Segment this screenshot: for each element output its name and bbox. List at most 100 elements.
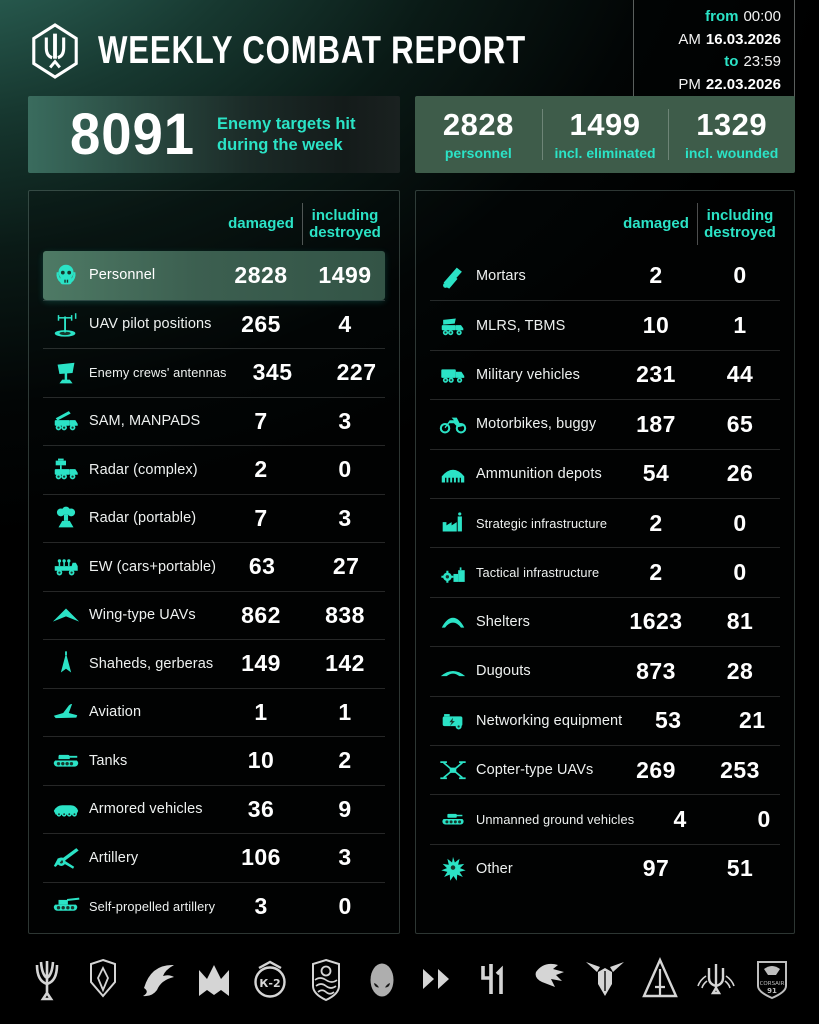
eagle-head-icon <box>526 956 572 1004</box>
page-title: WEEKLY COMBAT REPORT <box>98 29 526 72</box>
damaged-value: 265 <box>241 310 281 337</box>
row-label: Tanks <box>89 752 128 769</box>
row-label: Dugouts <box>476 663 531 680</box>
military-truck-icon <box>430 360 476 390</box>
damaged-value: 53 <box>654 707 682 734</box>
damaged-value: 2828 <box>234 261 288 288</box>
row-label: Other <box>476 860 513 877</box>
factory-icon <box>430 508 476 538</box>
table-row: Other 97 51 <box>430 843 780 893</box>
stat-value: 2828 <box>442 107 514 143</box>
table-row: MLRS, TBMS 10 1 <box>430 300 780 349</box>
ammo-depot-icon <box>430 459 476 489</box>
table-header: damaged including destroyed <box>430 197 780 251</box>
quadcopter-icon <box>430 755 476 785</box>
summary-stat: 1329 incl. wounded <box>668 96 795 173</box>
destroyed-value: 0 <box>733 559 747 586</box>
row-label: Motorbikes, buggy <box>476 416 597 433</box>
damaged-value: 4 <box>673 805 687 832</box>
svg-text:91: 91 <box>767 987 777 995</box>
stat-value: 1329 <box>696 107 768 143</box>
damaged-value: 231 <box>636 361 676 388</box>
damaged-value: 10 <box>642 312 670 339</box>
uav-ground-station-icon <box>43 309 89 339</box>
trident-badge-logo <box>28 21 82 81</box>
damaged-value: 149 <box>241 650 281 677</box>
damaged-value: 106 <box>241 844 281 871</box>
table-row: Strategic infrastructure 2 0 <box>430 497 780 547</box>
damaged-value: 10 <box>247 747 275 774</box>
table-row: Copter-type UAVs 269 253 <box>430 744 780 794</box>
damaged-value: 345 <box>252 359 293 386</box>
column-header-damaged: damaged <box>623 215 689 233</box>
destroyed-value: 44 <box>726 361 754 388</box>
row-label: Networking equipment <box>476 712 623 729</box>
shahed-drone-icon <box>43 649 89 679</box>
ugv-icon <box>430 804 476 834</box>
explosion-icon <box>430 854 476 884</box>
row-label: Radar (complex) <box>89 461 198 478</box>
destroyed-value: 81 <box>726 608 754 635</box>
table-row: Tactical infrastructure 2 0 <box>430 547 780 596</box>
table-row: Artillery 106 3 <box>43 833 385 882</box>
destroyed-value: 2 <box>338 747 352 774</box>
falcon-icon <box>136 956 182 1004</box>
wing-uav-icon <box>43 600 89 630</box>
row-label: Radar (portable) <box>89 510 197 527</box>
destroyed-value: 253 <box>720 756 760 783</box>
gear-building-icon <box>430 558 476 588</box>
destroyed-value: 21 <box>738 707 766 734</box>
table-row: Aviation 1 1 <box>43 687 385 737</box>
damaged-value: 7 <box>254 407 268 434</box>
portable-radar-icon <box>43 503 89 533</box>
destroyed-value: 27 <box>332 553 360 580</box>
column-header-destroyed: including destroyed <box>697 202 780 245</box>
row-label: SAM, MANPADS <box>89 413 201 430</box>
period-to-time: 23:59 PM <box>678 53 781 93</box>
destroyed-value: 0 <box>338 456 352 483</box>
column-header-destroyed: including destroyed <box>302 202 385 245</box>
report-period-box: from 00:00 AM 16.03.2026 to 23:59 PM 22.03.2… <box>632 0 795 105</box>
row-label: Mortars <box>476 267 526 284</box>
summary-stat: 1499 incl. eliminated <box>541 96 669 173</box>
shield-gear-icon <box>303 956 349 1004</box>
period-to-date: 22.03.2026 <box>705 75 781 93</box>
row-label: Aviation <box>89 704 142 721</box>
damaged-value: 1 <box>254 698 268 725</box>
table-row: Radar (complex) 2 0 <box>43 445 385 494</box>
destroyed-value: 227 <box>336 359 377 386</box>
tryzub-wings-icon <box>24 956 70 1004</box>
table-row: SAM, MANPADS 7 3 <box>43 396 385 446</box>
damaged-value: 873 <box>636 657 676 684</box>
destroyed-value: 28 <box>726 657 754 684</box>
damaged-value: 63 <box>248 553 276 580</box>
destroyed-value: 26 <box>726 460 754 487</box>
table-row: Radar (portable) 7 3 <box>43 493 385 543</box>
row-label: Strategic infrastructure <box>476 515 608 531</box>
table-row: Armored vehicles 36 9 <box>43 784 385 834</box>
row-label: EW (cars+portable) <box>89 558 217 575</box>
total-label-line2: during the week <box>217 135 343 154</box>
damaged-value: 3 <box>254 892 268 919</box>
destroyed-value: 0 <box>733 509 747 536</box>
destroyed-value: 1 <box>733 312 747 339</box>
shield-diamond-icon <box>80 956 126 1004</box>
stat-label: incl. wounded <box>685 144 779 161</box>
period-from-time: 00:00 AM <box>678 8 781 48</box>
dugout-icon <box>430 656 476 686</box>
motorbike-icon <box>430 409 476 439</box>
row-label: Armored vehicles <box>89 801 203 818</box>
period-to-line: to 23:59 PM 22.03.2026 <box>647 51 781 96</box>
destroyed-value: 0 <box>733 262 747 289</box>
table-header: damaged including destroyed <box>43 197 385 251</box>
damaged-value: 97 <box>642 855 670 882</box>
crown-icon <box>191 956 237 1004</box>
destroyed-value: 1499 <box>318 261 372 288</box>
row-label: Wing-type UAVs <box>89 607 196 624</box>
row-label: Ammunition depots <box>476 465 602 482</box>
row-label: Enemy crews' antennas <box>89 365 227 381</box>
period-from-label: from <box>705 8 739 25</box>
alien-icon <box>359 956 405 1004</box>
summary-stat: 2828 personnel <box>415 96 542 173</box>
